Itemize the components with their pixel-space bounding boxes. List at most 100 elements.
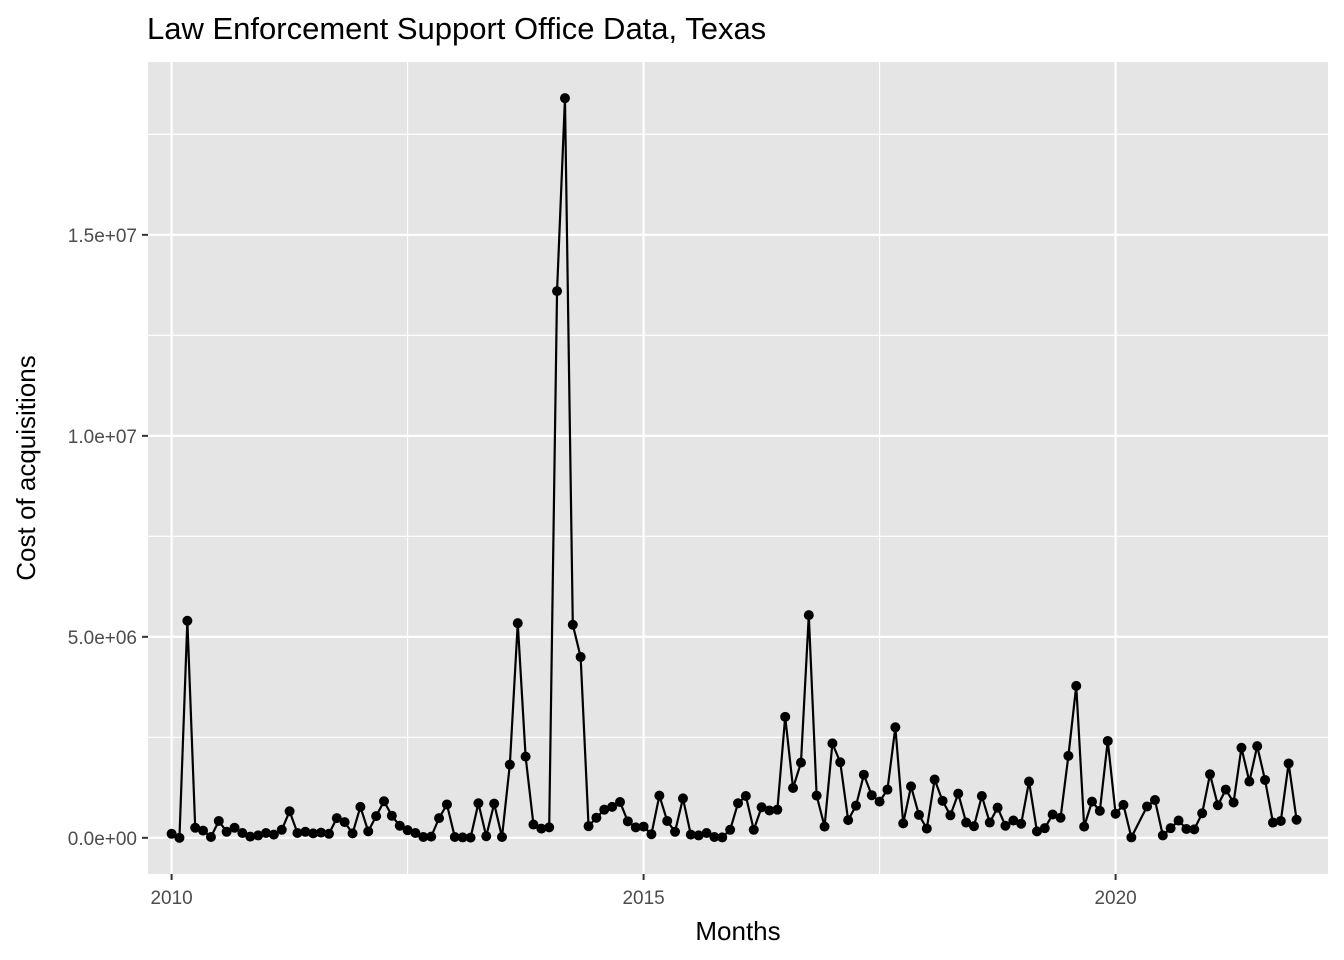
data-point	[945, 810, 956, 821]
data-point	[402, 825, 413, 836]
data-point	[166, 828, 177, 839]
data-point	[1110, 808, 1121, 819]
data-point	[245, 831, 256, 842]
data-point	[693, 830, 704, 841]
data-point	[662, 815, 673, 826]
data-point	[969, 821, 979, 832]
data-point	[567, 619, 578, 630]
data-point	[253, 830, 264, 841]
data-point	[882, 784, 893, 795]
data-point	[1283, 758, 1294, 769]
y-tick-label: 1.0e+07	[68, 427, 137, 448]
data-point	[1212, 800, 1223, 811]
data-point	[497, 832, 507, 843]
data-point	[316, 827, 327, 838]
data-point	[1228, 797, 1239, 808]
data-point	[182, 615, 193, 626]
data-point	[261, 828, 271, 838]
data-point	[544, 822, 555, 833]
data-point	[976, 791, 987, 802]
data-point	[615, 797, 625, 808]
data-point	[1016, 818, 1027, 829]
data-point	[898, 818, 909, 829]
x-axis-title: Months	[695, 916, 780, 946]
data-point	[756, 802, 767, 813]
data-point	[292, 828, 303, 838]
data-point	[229, 822, 240, 833]
data-point	[835, 757, 846, 768]
data-point	[811, 790, 822, 801]
data-point	[449, 832, 460, 843]
data-point	[1102, 735, 1113, 746]
data-point	[764, 805, 775, 816]
data-point	[654, 790, 665, 801]
data-point	[929, 774, 940, 785]
data-point	[709, 832, 720, 843]
data-point	[1031, 826, 1042, 837]
data-point	[426, 831, 437, 842]
data-point	[1079, 821, 1090, 832]
data-point	[1244, 776, 1255, 787]
data-point	[961, 817, 972, 828]
data-point	[740, 791, 751, 802]
data-point	[913, 809, 924, 820]
data-point	[607, 801, 618, 812]
data-point	[1142, 801, 1153, 812]
data-point	[795, 757, 806, 768]
data-point	[1157, 830, 1168, 841]
data-point	[717, 832, 728, 843]
data-point	[599, 804, 610, 815]
data-point	[457, 832, 468, 843]
data-point	[788, 782, 799, 793]
data-point	[1173, 815, 1184, 826]
data-point	[386, 810, 397, 821]
data-point	[1149, 795, 1160, 806]
data-point	[1047, 809, 1058, 820]
data-point	[748, 824, 759, 835]
data-point	[355, 801, 366, 812]
data-point	[1267, 817, 1278, 828]
x-tick-label: 2020	[1094, 888, 1136, 909]
data-point	[284, 806, 295, 817]
data-point	[276, 824, 287, 835]
data-point	[1008, 815, 1019, 826]
data-point	[465, 832, 476, 843]
data-point	[363, 826, 374, 837]
y-tick-label: 5.0e+06	[68, 628, 137, 649]
data-point	[725, 824, 736, 835]
data-point	[1118, 799, 1129, 810]
data-point	[1055, 812, 1066, 823]
data-point	[512, 618, 523, 629]
data-point	[953, 788, 964, 799]
data-point	[552, 286, 563, 297]
data-point	[591, 812, 602, 823]
data-point	[646, 829, 657, 840]
x-tick-label: 2010	[150, 888, 192, 909]
data-point	[308, 828, 319, 839]
data-point	[489, 798, 500, 809]
data-point	[394, 820, 405, 831]
data-point	[575, 651, 586, 662]
data-point	[630, 822, 641, 833]
data-point	[638, 821, 649, 832]
data-point	[520, 751, 531, 762]
data-point	[780, 711, 791, 722]
data-point	[174, 832, 185, 843]
data-point	[331, 813, 342, 824]
data-point	[906, 781, 917, 792]
data-point	[851, 800, 861, 811]
y-tick-label: 1.5e+07	[68, 226, 137, 247]
data-point	[559, 93, 570, 104]
data-point	[190, 822, 201, 833]
x-tick-label: 2015	[622, 888, 664, 909]
data-point	[1189, 824, 1200, 835]
x-axis: 2010 2015 2020	[150, 874, 1137, 909]
data-point	[1087, 796, 1097, 807]
data-point	[418, 832, 429, 843]
data-point	[410, 828, 421, 838]
data-point	[866, 790, 877, 801]
data-point	[772, 804, 783, 815]
data-point	[937, 795, 948, 806]
data-point	[441, 799, 452, 810]
data-point	[1063, 750, 1074, 761]
